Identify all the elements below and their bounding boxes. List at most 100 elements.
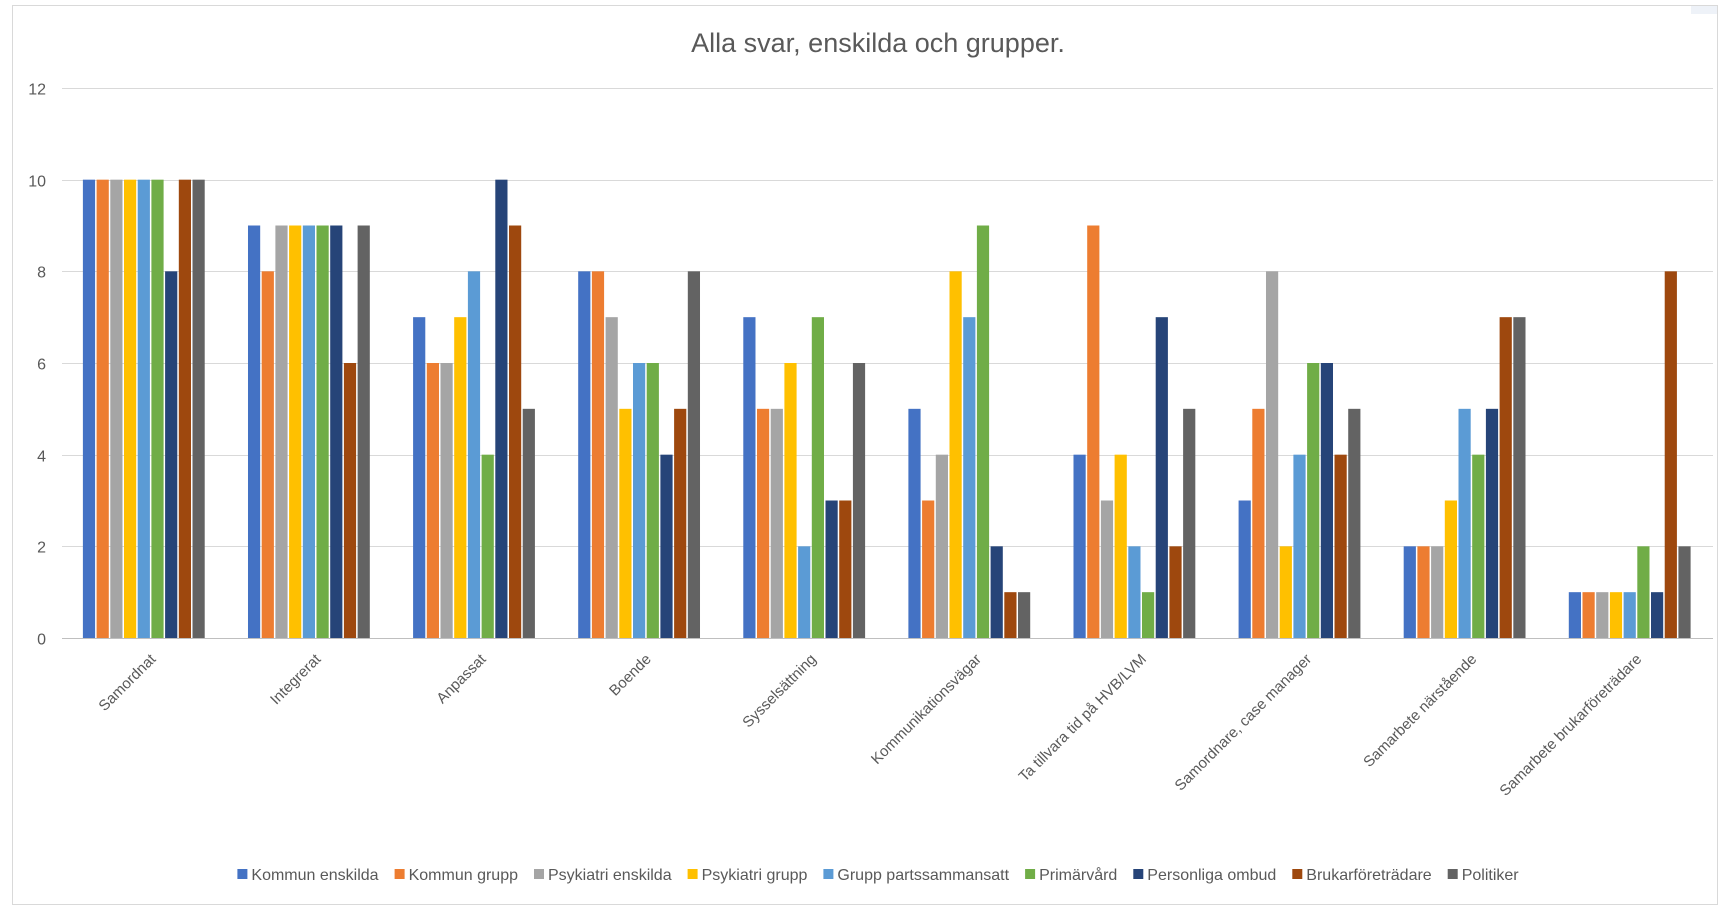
legend-swatch bbox=[1133, 869, 1144, 879]
bar bbox=[770, 408, 783, 638]
bar bbox=[963, 317, 976, 638]
x-axis: Samordnat Integrerat Anpassat Boende Syssels… bbox=[95, 650, 1645, 799]
y-tick-label: 12 bbox=[28, 82, 46, 99]
bar bbox=[1265, 271, 1279, 638]
legend-swatch bbox=[1292, 869, 1303, 879]
bar bbox=[1238, 500, 1251, 638]
bar bbox=[1169, 546, 1182, 638]
bar bbox=[1458, 408, 1471, 638]
bar bbox=[165, 271, 178, 638]
legend-item: Primärvård bbox=[1025, 866, 1117, 884]
legend-label: Psykiatri grupp bbox=[702, 867, 808, 884]
y-tick-label: 6 bbox=[37, 357, 46, 374]
bar bbox=[591, 271, 605, 638]
bar bbox=[495, 179, 508, 639]
x-tick-label: Anpassat bbox=[433, 650, 490, 707]
bar bbox=[1664, 271, 1677, 638]
x-tick-label: Samarbete närstående bbox=[1360, 651, 1480, 771]
legend-item: Psykiatri grupp bbox=[687, 867, 808, 884]
bar bbox=[674, 408, 687, 638]
x-tick-label: Boende bbox=[606, 651, 655, 700]
bar bbox=[343, 363, 357, 638]
bar bbox=[1087, 225, 1100, 638]
bar bbox=[96, 179, 109, 639]
bar bbox=[922, 500, 935, 638]
bar bbox=[1252, 408, 1265, 638]
bar bbox=[756, 408, 770, 638]
bar bbox=[1513, 317, 1526, 638]
bar bbox=[1623, 592, 1636, 638]
bar bbox=[839, 500, 852, 638]
legend-label: Politiker bbox=[1462, 867, 1520, 884]
x-tick-label: Ta tillvara tid på HVB/LVM bbox=[1016, 651, 1150, 785]
bar bbox=[1568, 592, 1581, 638]
bar bbox=[426, 363, 439, 638]
bar bbox=[481, 454, 494, 638]
legend-item: Kommun enskilda bbox=[237, 867, 379, 884]
bar bbox=[1596, 592, 1609, 638]
bar bbox=[1582, 592, 1595, 638]
bar bbox=[1403, 546, 1416, 638]
bars bbox=[82, 179, 1691, 639]
bar bbox=[1637, 546, 1650, 638]
legend-label: Kommun grupp bbox=[409, 867, 518, 884]
bar bbox=[289, 225, 302, 638]
bar bbox=[110, 179, 123, 639]
bar bbox=[151, 179, 164, 639]
legend-item: Grupp partssammansatt bbox=[823, 867, 1010, 884]
x-tick-label: Integrerat bbox=[267, 650, 325, 708]
bar bbox=[1100, 500, 1114, 638]
bar bbox=[261, 271, 274, 638]
x-tick-label: Sysselsättning bbox=[739, 651, 819, 731]
legend: Kommun enskilda Kommun grupp Psykiatri ens… bbox=[237, 866, 1519, 884]
bar bbox=[1018, 592, 1031, 638]
bar bbox=[1307, 363, 1320, 638]
legend-label: Brukarföreträdare bbox=[1306, 867, 1431, 884]
legend-item: Personliga ombud bbox=[1133, 867, 1276, 884]
bar bbox=[687, 271, 701, 638]
bar bbox=[660, 454, 673, 638]
legend-label: Kommun enskilda bbox=[251, 867, 378, 884]
bar bbox=[1678, 546, 1691, 638]
bar bbox=[935, 454, 948, 638]
bar bbox=[646, 363, 659, 638]
legend-item: Psykiatri enskilda bbox=[534, 867, 672, 884]
bar bbox=[852, 363, 866, 638]
x-tick-label: Samordnat bbox=[95, 650, 159, 714]
bar bbox=[949, 271, 962, 638]
bar bbox=[798, 546, 811, 638]
y-tick-label: 4 bbox=[37, 449, 46, 466]
bar bbox=[82, 179, 96, 639]
legend-swatch bbox=[237, 869, 248, 879]
legend-item: Brukarföreträdare bbox=[1292, 867, 1432, 884]
bar bbox=[1279, 546, 1292, 638]
bar bbox=[1431, 546, 1444, 638]
legend-item: Politiker bbox=[1447, 867, 1520, 884]
bar bbox=[619, 408, 632, 638]
y-tick-label: 0 bbox=[37, 632, 46, 649]
bar bbox=[990, 546, 1003, 638]
bar bbox=[1472, 454, 1485, 638]
legend-swatch bbox=[1447, 869, 1458, 879]
y-axis: 0 2 4 6 8 10 12 bbox=[28, 82, 46, 649]
legend-label: Primärvård bbox=[1039, 866, 1117, 884]
bar bbox=[440, 363, 453, 638]
bar bbox=[316, 225, 329, 638]
bar bbox=[784, 363, 797, 638]
legend-swatch bbox=[687, 869, 698, 879]
bar bbox=[357, 225, 370, 638]
bar bbox=[1155, 317, 1168, 638]
legend-label: Personliga ombud bbox=[1147, 867, 1276, 884]
bar bbox=[124, 179, 137, 639]
bar bbox=[302, 225, 315, 638]
bar bbox=[192, 179, 205, 639]
bar bbox=[454, 317, 467, 638]
bar bbox=[1417, 546, 1430, 638]
bar bbox=[1334, 454, 1347, 638]
bar bbox=[178, 179, 192, 639]
bar bbox=[522, 408, 535, 638]
bar bbox=[743, 317, 756, 638]
bar bbox=[1651, 592, 1664, 638]
bar bbox=[413, 317, 426, 638]
bar bbox=[1485, 408, 1499, 638]
